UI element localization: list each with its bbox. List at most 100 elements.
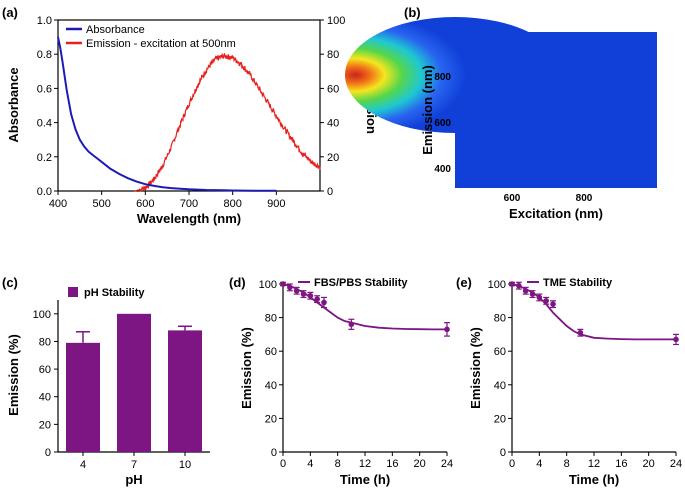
bar: [117, 313, 151, 452]
chart-d-y-tick-label: 80: [265, 313, 277, 325]
panel-label-a: (a): [2, 5, 18, 20]
chart-e-y-tick-label: 40: [494, 380, 506, 392]
panel-label-d: (d): [229, 275, 246, 290]
chart-a-x-tick-label: 700: [180, 198, 198, 210]
chart-e-x-tick-label: 4: [536, 458, 542, 470]
chart-d-y-tick-label: 0: [271, 447, 277, 459]
chart-c-y-tick-label: 100: [33, 309, 51, 321]
chart-d-data-point: [300, 291, 307, 297]
chart-a-y2-ticks: 0 20 40 60 80 100: [320, 15, 345, 198]
chart-d-data-point: [307, 292, 314, 299]
chart-d-data-point: [287, 284, 293, 291]
bar: [66, 342, 100, 452]
chart-a-xlabel: Wavelength (nm): [137, 211, 241, 226]
chart-e-y-tick-label: 20: [494, 413, 506, 425]
chart-e-data-point: [550, 301, 556, 307]
chart-e-data-point: [522, 287, 529, 294]
chart-a-x-tick-label: 600: [136, 198, 154, 210]
chart-e-fit-curve: [511, 283, 676, 341]
chart-e-data-point: [509, 281, 515, 287]
chart-a-x-tick-label: 400: [49, 198, 67, 210]
chart-a-y-tick-label: 1.0: [37, 15, 52, 27]
chart-d-ylabel: Emission (%): [239, 327, 254, 409]
chart-d: 0 4 8 12 16 20 24 0 20 40 60 80 100 FBS/PBS Stabilit…: [239, 277, 453, 487]
emission-series-line: [134, 52, 321, 192]
chart-b-y-tick-label: 800: [434, 72, 451, 83]
chart-b-y-tick-label: 600: [434, 118, 451, 129]
chart-d-y-tick-label: 100: [259, 279, 277, 291]
chart-a-y2-tick-label: 0: [327, 186, 333, 198]
panel-label-c: (c): [2, 275, 18, 290]
chart-e-x-tick-label: 0: [509, 458, 515, 470]
chart-a-x-tick-label: 500: [92, 198, 110, 210]
chart-d-x-tick-label: 4: [307, 458, 313, 470]
chart-d-ticks: 0 4 8 12 16 20 24 0 20 40 60 80 100: [259, 279, 453, 470]
chart-a-ylabel: Absorbance: [6, 67, 21, 142]
chart-e-x-tick-label: 24: [670, 458, 682, 470]
legend-fbs-label: FBS/PBS Stability: [314, 277, 408, 289]
chart-d-data-point: [293, 287, 300, 294]
chart-d-x-tick-label: 24: [441, 458, 453, 470]
chart-a-x-ticks: 400 500 600 700 800 900: [49, 191, 286, 210]
chart-c-x-tick-label: 10: [179, 459, 191, 471]
chart-d-y-tick-label: 60: [265, 346, 277, 358]
chart-d-x-tick-label: 8: [335, 458, 341, 470]
chart-d-data-point: [314, 296, 320, 302]
chart-a-x-tick-label: 800: [223, 198, 241, 210]
chart-b-x-tick-label: 600: [504, 193, 521, 204]
chart-b-y-tick-label: 400: [434, 164, 451, 175]
chart-e-x-tick-label: 16: [615, 458, 627, 470]
chart-e-y-tick-label: 80: [494, 313, 506, 325]
chart-c-bars: 4 7 10: [66, 313, 202, 471]
chart-e-x-tick-label: 8: [564, 458, 570, 470]
chart-e-points: [509, 281, 679, 346]
chart-c-x-tick-label: 4: [80, 459, 86, 471]
chart-a-y-tick-label: 0.8: [37, 49, 52, 61]
chart-b-ylabel: Emission (nm): [420, 65, 435, 155]
absorbance-series-line: [57, 36, 277, 192]
heatmap-hotspot: [345, 17, 565, 133]
chart-a-y-tick-label: 0.4: [37, 118, 52, 130]
chart-d-data-point: [321, 299, 327, 306]
chart-e-data-point: [577, 329, 584, 336]
chart-d-points: [280, 281, 450, 337]
chart-e-xlabel: Time (h): [569, 472, 619, 487]
chart-d-x-tick-label: 20: [414, 458, 426, 470]
chart-e-ylabel: Emission (%): [468, 327, 483, 409]
chart-a-y-tick-label: 0.0: [37, 186, 52, 198]
chart-c-y-tick-label: 40: [39, 392, 51, 404]
chart-e-ticks: 0 4 8 12 16 20 24 0 20 40 60 80 100: [488, 279, 682, 470]
chart-d-y-tick-label: 20: [265, 413, 277, 425]
chart-b-ticks: 600 800 400 600 800: [434, 72, 592, 204]
chart-c-y-ticks: 0 20 40 60 80 100: [33, 309, 58, 459]
legend-ph-label: pH Stability: [84, 287, 145, 299]
chart-d-x-tick-label: 16: [386, 458, 398, 470]
chart-e-data-point: [536, 294, 543, 301]
chart-c-y-tick-label: 0: [45, 447, 51, 459]
chart-d-y-tick-label: 40: [265, 380, 277, 392]
chart-a-y-tick-label: 0.2: [37, 152, 52, 164]
chart-d-data-point: [280, 281, 286, 287]
chart-e-data-point: [673, 336, 679, 343]
chart-e-data-point: [543, 298, 549, 304]
legend-tme-label: TME Stability: [543, 277, 613, 289]
chart-c-ylabel: Emission (%): [6, 334, 21, 416]
chart-e-x-tick-label: 12: [588, 458, 600, 470]
legend-ph-swatch: [68, 287, 78, 297]
chart-a-y2-tick-label: 20: [327, 152, 339, 164]
chart-a-y2-tick-label: 40: [327, 118, 339, 130]
chart-c-y-tick-label: 80: [39, 336, 51, 348]
chart-a-y-ticks: 0.0 0.2 0.4 0.6 0.8 1.0: [37, 15, 58, 198]
chart-d-x-tick-label: 12: [359, 458, 371, 470]
bar: [168, 330, 202, 452]
chart-d-x-tick-label: 0: [280, 458, 286, 470]
legend-emission-label: Emission - excitation at 500nm: [86, 38, 236, 50]
panel-label-b: (b): [404, 5, 421, 20]
chart-b-xlabel: Excitation (nm): [509, 206, 603, 221]
chart-c: 0 20 40 60 80 100 4 7 10 pH Stability pH Emissi…: [6, 287, 210, 487]
chart-c-xlabel: pH: [125, 472, 142, 487]
chart-a-y2-tick-label: 80: [327, 49, 339, 61]
chart-d-xlabel: Time (h): [340, 472, 390, 487]
chart-c-y-tick-label: 20: [39, 419, 51, 431]
